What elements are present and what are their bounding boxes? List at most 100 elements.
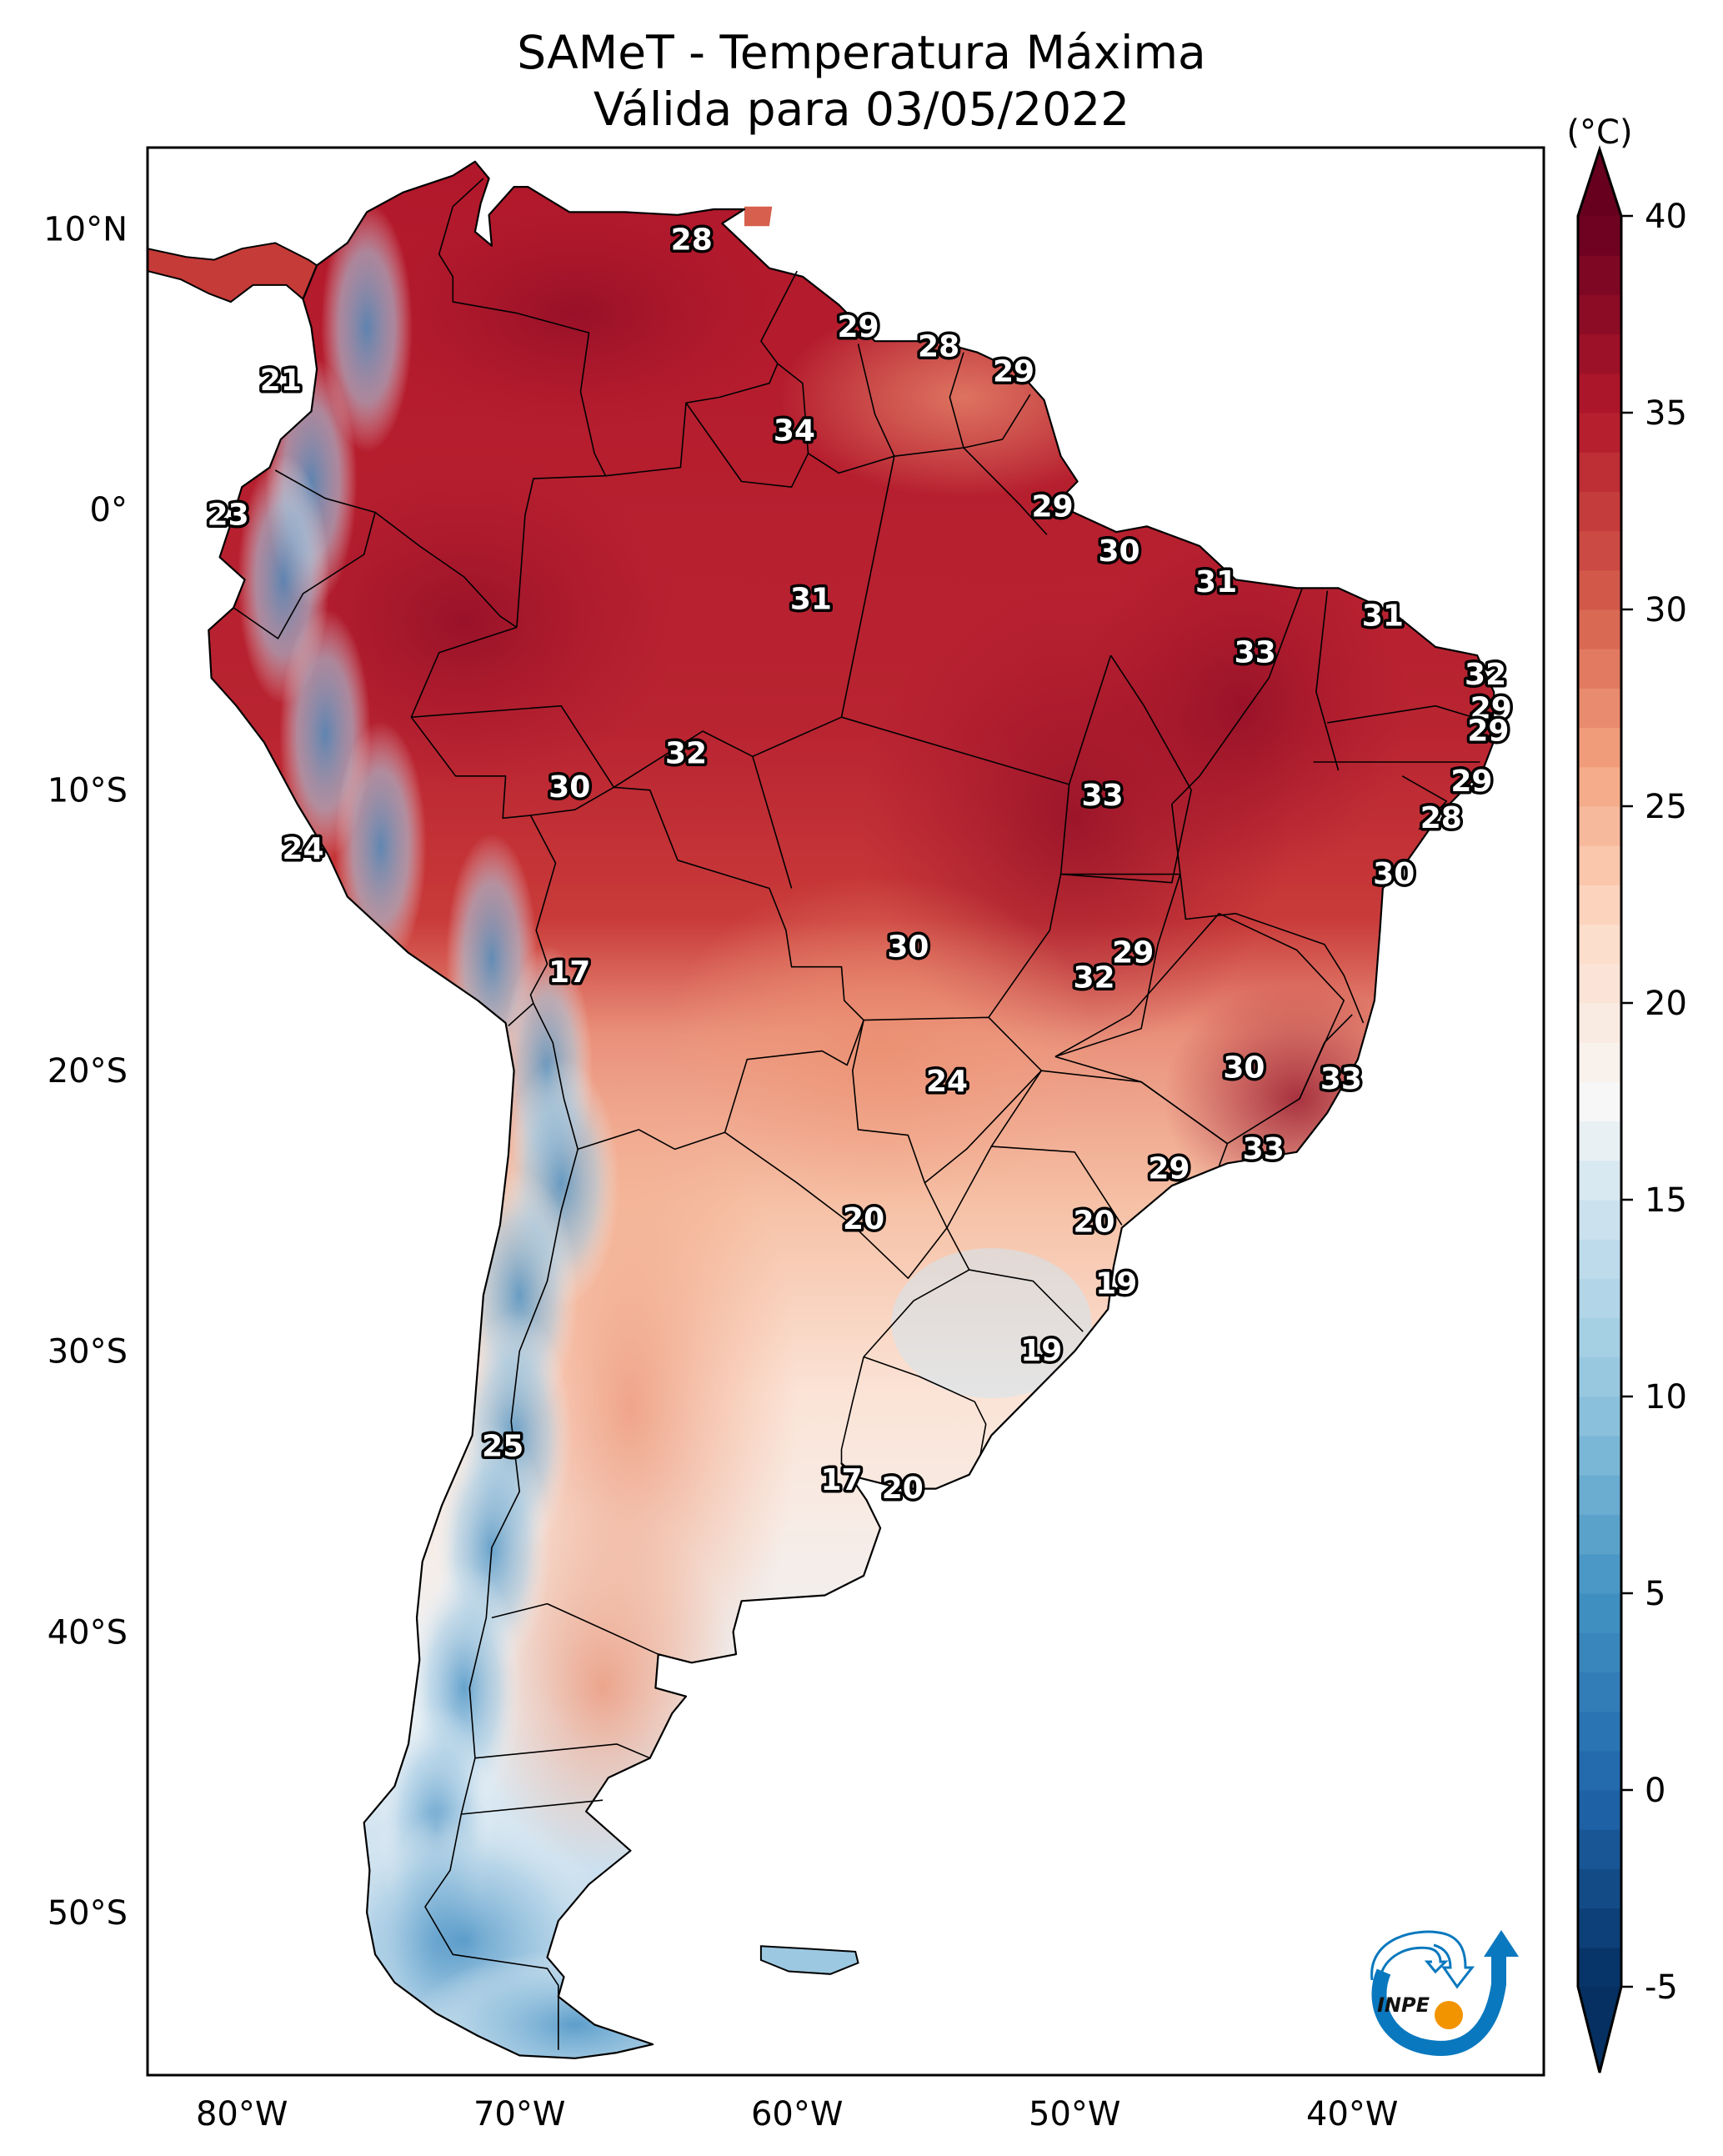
colorbar-segment [1578, 924, 1621, 965]
colorbar-extend-max [1578, 149, 1621, 216]
temperature-label: 24 [282, 832, 323, 866]
colorbar-segment [1578, 1711, 1621, 1752]
border-bolivia-paraguay [724, 1020, 864, 1133]
falklands-landmass [760, 1946, 859, 1974]
inpe-logo: INPE [1370, 1930, 1519, 2056]
border-colombia-peru [274, 469, 518, 629]
colorbar-segment [1578, 1593, 1621, 1633]
colorbar-segment [1578, 1908, 1621, 1948]
argentina-province-2 [474, 1743, 651, 1759]
logo-arrow-icon [1484, 1930, 1519, 1957]
colorbar-segment [1578, 491, 1621, 532]
logo-inner-orbit-icon [1378, 1946, 1449, 1981]
x-tick-label: 50°W [1029, 2095, 1120, 2133]
temperature-label: 28 [1420, 801, 1462, 835]
colorbar-segment [1578, 373, 1621, 414]
border-guyana-suriname [857, 343, 895, 457]
colorbar-extend-min [1578, 1987, 1621, 2073]
colorbar-tick-label: 30 [1645, 591, 1687, 629]
colorbar-tick-label: 35 [1645, 394, 1687, 433]
colorbar-unit-label: (°C) [1566, 113, 1632, 152]
border-suriname-brazil [894, 447, 964, 457]
temperature-label: 29 [1470, 692, 1512, 726]
border-colombia-venezuela [438, 178, 607, 477]
colorbar-segment [1578, 1356, 1621, 1397]
border-colombia-brazil [516, 474, 606, 628]
colorbar-segment [1578, 1436, 1621, 1476]
colorbar-tick-label: 0 [1645, 1772, 1665, 1810]
colorbar-tick-label: 5 [1645, 1575, 1665, 1613]
state-alagoas-sergipe [1401, 775, 1448, 830]
temperature-label: 33 [1243, 1132, 1285, 1166]
colorbar-segment [1578, 1317, 1621, 1358]
border-peru-chile [508, 1002, 534, 1026]
temperature-label: 19 [1095, 1267, 1137, 1301]
temperature-label: 31 [790, 582, 832, 616]
colorbar-segment [1578, 413, 1621, 453]
colorbar-segment [1578, 294, 1621, 335]
x-axis-ticks: 80°W 70°W 60°W 50°W 40°W [196, 2095, 1398, 2133]
temperature-label: 20 [843, 1202, 884, 1236]
temperature-label: 31 [1195, 565, 1237, 599]
state-piaui-ceara [1315, 590, 1340, 771]
temperature-label: 17 [820, 1463, 862, 1497]
temperature-label: 33 [1081, 779, 1123, 813]
temperature-label: 29 [1450, 765, 1492, 799]
colorbar-segment [1578, 1475, 1621, 1516]
border-peru-brazil [410, 626, 531, 820]
colorbar-segment [1578, 1042, 1621, 1082]
border-venezuela-brazil [605, 363, 779, 477]
state-maranhao-piaui [1171, 588, 1304, 805]
colorbar-segment [1578, 688, 1621, 729]
y-tick-label: 30°S [48, 1333, 128, 1371]
colorbar-segment [1578, 216, 1621, 256]
border-suriname-frguiana [949, 352, 964, 449]
state-goias [988, 873, 1181, 1058]
colorbar-segment [1578, 1003, 1621, 1043]
border-peru-bolivia [529, 815, 557, 1004]
colorbar-segment [1578, 1239, 1621, 1279]
colorbar-segment [1578, 1396, 1621, 1436]
temperature-label: 28 [918, 329, 959, 364]
temperature-label: 32 [1073, 961, 1114, 995]
colorbar-segment [1578, 1553, 1621, 1594]
colorbar-segment [1578, 1200, 1621, 1240]
temperature-label: 30 [1223, 1050, 1265, 1085]
temperature-label: 30 [1373, 857, 1415, 891]
x-tick-label: 80°W [196, 2095, 288, 2133]
logo-orbit-icon [1370, 1930, 1475, 1989]
temperature-label: 29 [1032, 489, 1074, 524]
state-roraima-amazonas [685, 402, 809, 488]
colorbar-segment [1578, 609, 1621, 649]
logo-sun-icon [1435, 2001, 1463, 2029]
colorbar-tick-label: 20 [1645, 985, 1687, 1023]
colorbar-segment [1578, 845, 1621, 885]
colorbar-tick-label: 15 [1645, 1181, 1687, 1220]
temperature-label: 33 [1320, 1062, 1362, 1096]
trinidad-landmass [744, 206, 773, 227]
falklands-coastline [759, 1945, 859, 1975]
state-bahia [1171, 804, 1365, 1024]
y-axis-ticks: 10°N 0° 10°S 20°S 30°S 40°S 50°S [43, 211, 128, 1933]
colorbar-segment [1578, 963, 1621, 1004]
colorbar-segment [1578, 1514, 1621, 1555]
colorbar-segment [1578, 1121, 1621, 1161]
temperature-label: 33 [1235, 635, 1276, 669]
colorbar-segment [1578, 1672, 1621, 1712]
border-frguiana-brazil [963, 394, 1031, 449]
temperature-label: 34 [774, 414, 815, 448]
border-bolivia-brazil [530, 786, 864, 1021]
temperature-label: 30 [548, 770, 590, 805]
country-borders [148, 160, 1498, 2059]
colorbar-segment [1578, 530, 1621, 571]
y-tick-label: 50°S [48, 1894, 128, 1933]
colorbar-segment [1578, 766, 1621, 807]
temperature-label: 23 [208, 498, 249, 532]
state-rio-espirito-santo [1299, 1014, 1353, 1100]
colorbar-segment [1578, 1081, 1621, 1122]
temperature-label: 32 [1465, 658, 1506, 692]
colorbar-segment [1578, 255, 1621, 295]
map-frame [146, 146, 1545, 2077]
state-pernambuco [1327, 704, 1491, 724]
